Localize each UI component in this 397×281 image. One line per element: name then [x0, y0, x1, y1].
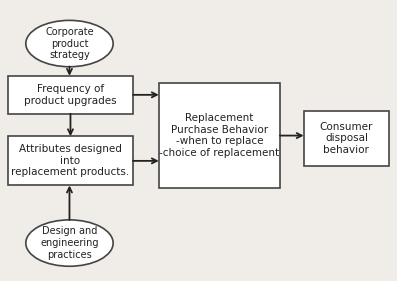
- Text: Consumer
disposal
behavior: Consumer disposal behavior: [320, 122, 373, 155]
- FancyBboxPatch shape: [8, 76, 133, 114]
- Text: Corporate
product
strategy: Corporate product strategy: [45, 27, 94, 60]
- FancyBboxPatch shape: [304, 111, 389, 166]
- Text: Frequency of
product upgrades: Frequency of product upgrades: [24, 84, 117, 106]
- FancyBboxPatch shape: [8, 136, 133, 185]
- Text: Replacement
Purchase Behavior
-when to replace
-choice of replacement: Replacement Purchase Behavior -when to r…: [159, 113, 279, 158]
- Text: Attributes designed
into
replacement products.: Attributes designed into replacement pro…: [12, 144, 129, 178]
- Ellipse shape: [26, 220, 113, 266]
- Text: Design and
engineering
practices: Design and engineering practices: [40, 226, 99, 260]
- Ellipse shape: [26, 21, 113, 67]
- FancyBboxPatch shape: [159, 83, 280, 188]
